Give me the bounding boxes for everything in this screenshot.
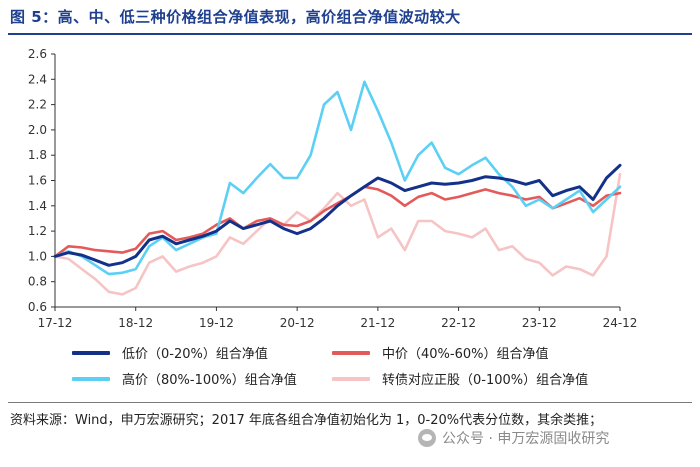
y-tick-label: 1.6 [28, 174, 47, 188]
y-tick-label: 0.6 [28, 300, 47, 314]
source-note: 资料来源：Wind，申万宏源研究；2017 年底各组合净值初始化为 1，0-20… [10, 413, 603, 428]
x-tick-label: 24-12 [603, 316, 638, 330]
series-line-cb [53, 172, 622, 296]
y-tick-label: 1.4 [28, 199, 47, 213]
chart-axes: 0.6 0.8 1.0 1.2 1.4 1.6 1.8 2.0 2.2 2.4 2.6 17-12 18… [28, 47, 638, 330]
legend-label-mid: 中价（40%-60%）组合净值 [382, 347, 549, 362]
y-tick-label: 0.8 [28, 275, 47, 289]
legend-item-high: 高价（80%-100%）组合净值 [72, 369, 297, 388]
title-rule [8, 33, 692, 35]
series-line-low [53, 163, 622, 267]
watermark: 公众号 · 申万宏源固收研究 [418, 428, 609, 448]
y-tick-label: 1.8 [28, 148, 47, 162]
y-tick-label: 1.0 [28, 249, 47, 263]
legend-swatch-high [72, 376, 110, 381]
legend-item-mid: 中价（40%-60%）组合净值 [332, 343, 548, 362]
footer-rule [8, 402, 692, 403]
x-tick-label: 19-12 [199, 316, 234, 330]
figure-title: 图 5：高、中、低三种价格组合净值表现，高价组合净值波动较大 [10, 8, 461, 26]
legend-label-cb: 转债对应正股（0-100%）组合净值 [382, 373, 589, 388]
legend-swatch-mid [332, 350, 370, 355]
legend-swatch-low [72, 350, 110, 355]
y-tick-label: 2.2 [28, 98, 47, 112]
series-line-mid [53, 185, 622, 258]
watermark-text: 公众号 · 申万宏源固收研究 [442, 431, 610, 447]
x-tick-label: 20-12 [280, 316, 315, 330]
x-tick-label: 18-12 [118, 316, 153, 330]
y-tick-label: 2.0 [28, 123, 47, 137]
legend-label-high: 高价（80%-100%）组合净值 [122, 373, 297, 388]
x-tick-label: 17-12 [38, 316, 73, 330]
legend-item-cb: 转债对应正股（0-100%）组合净值 [332, 369, 588, 388]
y-tick-label: 1.2 [28, 224, 47, 238]
y-tick-label: 2.6 [28, 47, 47, 61]
legend-swatch-cb [332, 376, 370, 381]
y-tick-label: 2.4 [28, 72, 47, 86]
x-tick-label: 21-12 [360, 316, 395, 330]
wechat-icon [418, 429, 436, 447]
line-chart: 0.6 0.8 1.0 1.2 1.4 1.6 1.8 2.0 2.2 2.4 2.6 17-12 18… [28, 47, 638, 330]
chart-lines [53, 80, 622, 296]
legend-label-low: 低价（0-20%）组合净值 [122, 347, 268, 362]
x-tick-label: 22-12 [441, 316, 476, 330]
x-tick-label: 23-12 [522, 316, 557, 330]
legend-item-low: 低价（0-20%）组合净值 [72, 343, 268, 362]
series-line-high [53, 80, 622, 276]
